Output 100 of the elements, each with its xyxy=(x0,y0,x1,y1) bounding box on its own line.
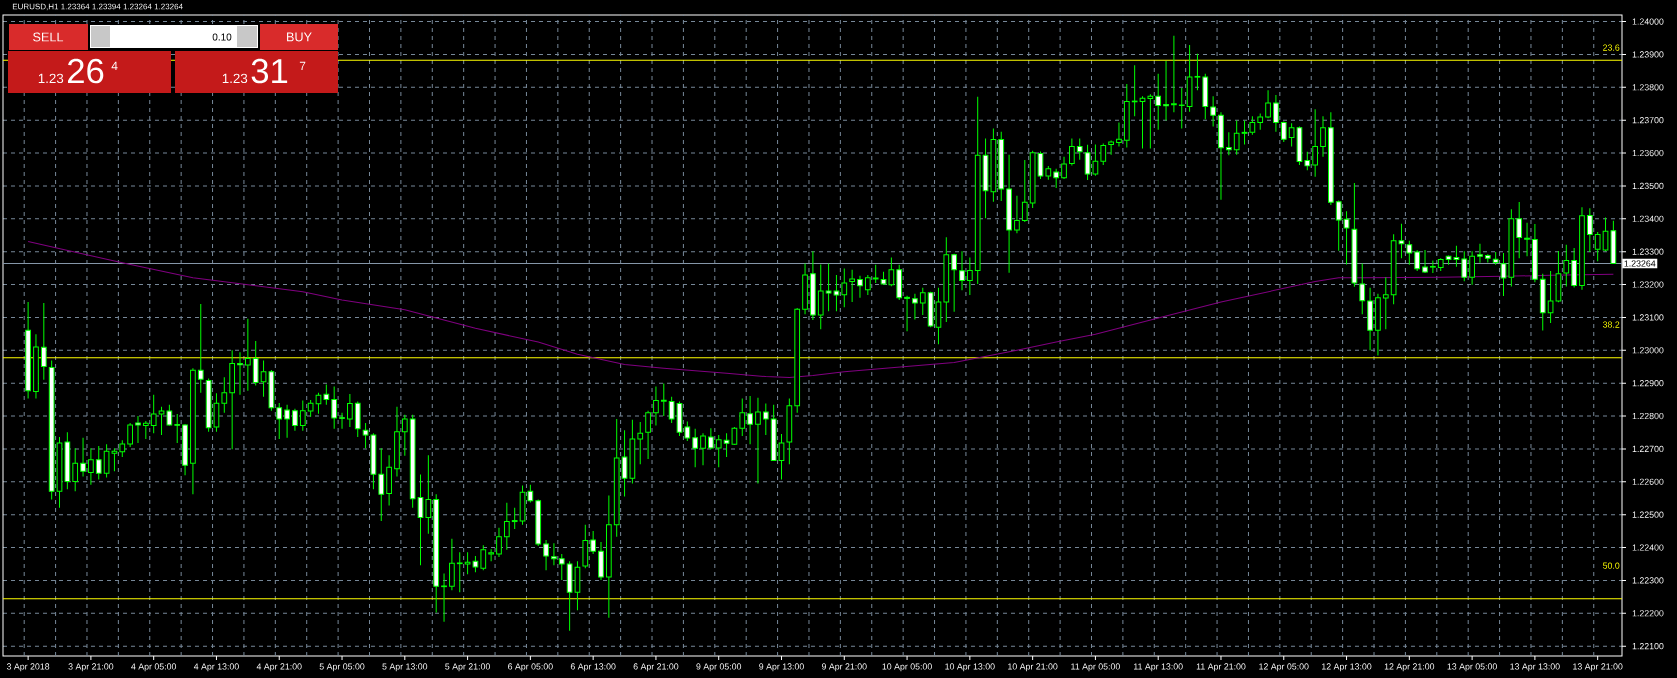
candlestick xyxy=(80,437,86,478)
candlestick xyxy=(1304,151,1311,171)
candlestick xyxy=(1233,120,1240,156)
x-tick-label: 12 Apr 05:00 xyxy=(1259,663,1309,672)
candlestick xyxy=(1171,35,1177,113)
candlestick xyxy=(1265,89,1271,119)
candlestick xyxy=(174,413,181,444)
y-tick-label: 1.22300 xyxy=(1632,577,1664,584)
candlestick xyxy=(951,253,958,313)
candlestick xyxy=(1108,140,1114,156)
candlestick xyxy=(1210,95,1216,127)
candlestick xyxy=(292,408,298,432)
y-tick-label: 1.22700 xyxy=(1632,445,1664,453)
x-tick-label: 12 Apr 13:00 xyxy=(1322,663,1372,672)
candlestick xyxy=(142,420,149,440)
candlestick xyxy=(1430,260,1436,274)
candlestick xyxy=(1320,115,1326,158)
ref-line-label: 1.23264 xyxy=(1624,260,1656,267)
candlestick xyxy=(637,421,644,465)
x-tick-label: 12 Apr 21:00 xyxy=(1384,663,1435,672)
candlestick xyxy=(1414,249,1421,272)
candlestick xyxy=(245,318,251,392)
x-tick-label: 10 Apr 05:00 xyxy=(882,663,932,672)
y-tick-label: 1.22500 xyxy=(1632,511,1664,518)
x-tick-label: 11 Apr 13:00 xyxy=(1134,663,1183,672)
x-tick-label: 11 Apr 21:00 xyxy=(1196,663,1246,672)
candlestick xyxy=(1155,73,1162,131)
candlestick xyxy=(1225,131,1232,156)
candlestick xyxy=(511,507,518,530)
candlestick xyxy=(1594,231,1601,262)
candlestick xyxy=(40,302,47,381)
candlestick xyxy=(378,447,385,522)
candlestick xyxy=(284,404,290,439)
candlestick xyxy=(1069,138,1075,167)
candlestick xyxy=(1100,143,1107,166)
candlestick xyxy=(150,394,157,434)
y-tick-label: 1.23500 xyxy=(1632,182,1664,190)
y-tick-label: 1.23100 xyxy=(1632,314,1664,321)
candlestick xyxy=(543,539,549,571)
annotation: 7 xyxy=(299,61,306,70)
annotation: 4 xyxy=(111,61,118,70)
candlestick xyxy=(1014,195,1020,234)
candlestick xyxy=(849,269,855,303)
candlestick xyxy=(692,428,699,468)
x-tick-label: 5 Apr 05:00 xyxy=(319,663,365,672)
candlestick xyxy=(817,263,824,330)
candlestick xyxy=(1477,243,1483,264)
candlestick xyxy=(684,421,691,442)
y-tick-label: 1.23400 xyxy=(1632,215,1664,222)
candlestick xyxy=(1524,222,1530,257)
candlestick xyxy=(700,432,706,466)
candlestick xyxy=(739,398,746,437)
y-tick-label: 1.22200 xyxy=(1632,610,1664,617)
annotation: BUY xyxy=(287,32,312,42)
candlestick xyxy=(967,257,973,296)
candlestick xyxy=(1312,108,1319,178)
candlestick xyxy=(872,264,879,284)
x-tick-label: 4 Apr 21:00 xyxy=(256,663,302,672)
annotation: 0.10 xyxy=(212,33,232,41)
candlestick xyxy=(857,275,863,299)
candlestick xyxy=(1461,250,1468,282)
candlestick xyxy=(904,295,910,332)
x-tick-label: 11 Apr 05:00 xyxy=(1071,663,1120,672)
candlestick xyxy=(747,395,753,445)
annotation: 23.6 xyxy=(1603,44,1620,51)
candlestick xyxy=(919,287,926,316)
candlestick xyxy=(331,385,338,430)
candlestick xyxy=(72,447,79,492)
candlestick xyxy=(1343,210,1350,265)
candlestick xyxy=(1563,244,1570,288)
candlestick xyxy=(912,293,918,320)
candlestick xyxy=(323,383,330,406)
y-tick-label: 1.22800 xyxy=(1632,412,1664,420)
x-tick-label: 4 Apr 05:00 xyxy=(131,663,177,672)
chart-title: EURUSD,H1 1.23364 1.23394 1.23264 1.23264 xyxy=(12,3,183,11)
x-tick-label: 10 Apr 13:00 xyxy=(945,663,995,672)
candlestick xyxy=(496,527,502,558)
candlestick xyxy=(1469,250,1475,286)
candlestick xyxy=(1335,199,1342,252)
y-tick-label: 1.23300 xyxy=(1632,248,1664,255)
x-tick-label: 9 Apr 05:00 xyxy=(696,663,742,672)
candlestick xyxy=(1076,138,1083,161)
annotation: 50.0 xyxy=(1602,562,1620,569)
candlestick xyxy=(197,303,204,394)
x-tick-label: 6 Apr 05:00 xyxy=(508,663,553,672)
candlestick xyxy=(1163,60,1169,122)
x-tick-label: 9 Apr 13:00 xyxy=(759,663,804,672)
candlestick xyxy=(841,267,848,308)
x-tick-label: 3 Apr 21:00 xyxy=(68,663,114,672)
annotation: 1.23 xyxy=(222,73,248,84)
y-tick-label: 1.22900 xyxy=(1632,380,1664,387)
y-tick-label: 1.23000 xyxy=(1632,347,1664,354)
candlestick xyxy=(299,400,306,432)
candlestick xyxy=(95,445,102,480)
candlestick xyxy=(864,274,871,296)
candlestick xyxy=(551,542,557,566)
candlestick xyxy=(1021,159,1028,223)
candlestick xyxy=(558,553,565,581)
candlestick xyxy=(959,250,965,291)
y-tick-label: 1.23900 xyxy=(1632,51,1664,58)
